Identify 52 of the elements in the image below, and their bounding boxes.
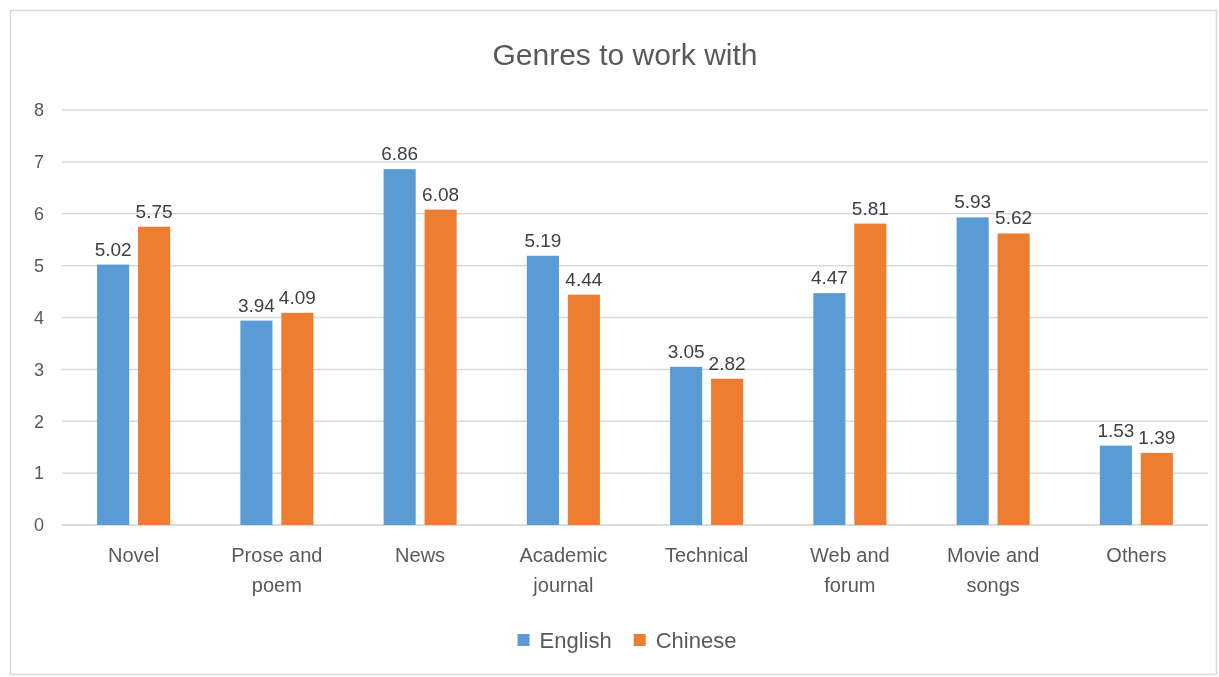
data-label: 6.08 — [422, 183, 460, 205]
x-tick-label: Academic journal — [519, 544, 608, 596]
y-tick-label: 3 — [33, 359, 44, 380]
x-tick-label: News — [395, 544, 446, 566]
data-label: 5.19 — [524, 229, 562, 251]
data-label: 5.75 — [135, 200, 173, 222]
bar — [567, 294, 600, 525]
data-label: 4.09 — [278, 286, 316, 308]
x-tick-label: Prose and poem — [231, 544, 323, 596]
bar — [97, 264, 130, 525]
data-label: 6.86 — [381, 143, 419, 165]
data-label: 3.05 — [667, 340, 705, 362]
x-tick-label: Web and forum — [810, 544, 890, 596]
data-label: 5.62 — [995, 207, 1033, 229]
y-tick-label: 8 — [33, 100, 44, 121]
legend-label: English — [539, 627, 612, 653]
data-label: 1.53 — [1097, 419, 1135, 441]
y-tick-label: 1 — [33, 463, 44, 484]
bar — [1140, 452, 1173, 525]
y-tick-label: 0 — [33, 515, 44, 536]
x-tick-label: Technical — [664, 544, 749, 566]
y-tick-label: 7 — [33, 152, 44, 173]
y-tick-label: 6 — [33, 204, 44, 225]
bar — [711, 378, 744, 525]
bar — [138, 226, 171, 525]
bar — [383, 169, 416, 525]
data-label: 2.82 — [708, 352, 746, 374]
data-label: 3.94 — [237, 294, 276, 316]
bar — [240, 320, 273, 525]
bar — [526, 255, 559, 525]
x-tick-label: Novel — [108, 544, 160, 566]
bar — [956, 217, 989, 525]
bar — [1099, 445, 1132, 525]
bar — [281, 312, 314, 525]
x-tick-label: Others — [1106, 544, 1167, 566]
y-tick-label: 2 — [33, 411, 44, 432]
data-label: 4.44 — [565, 268, 603, 290]
bar — [854, 223, 887, 525]
chart-title: Genres to work with — [492, 38, 758, 71]
bar — [670, 366, 703, 525]
bar — [813, 293, 846, 525]
data-label: 5.81 — [851, 197, 889, 219]
data-label: 5.93 — [954, 191, 992, 213]
x-tick-label: Movie and songs — [946, 544, 1040, 596]
y-tick-label: 5 — [33, 255, 44, 276]
data-label: 5.02 — [94, 238, 132, 260]
bar — [997, 233, 1030, 525]
bar — [424, 209, 457, 525]
data-label: 1.39 — [1138, 426, 1176, 448]
data-label: 4.47 — [810, 267, 848, 289]
y-tick-label: 4 — [33, 307, 44, 328]
legend-label: Chinese — [655, 627, 737, 653]
